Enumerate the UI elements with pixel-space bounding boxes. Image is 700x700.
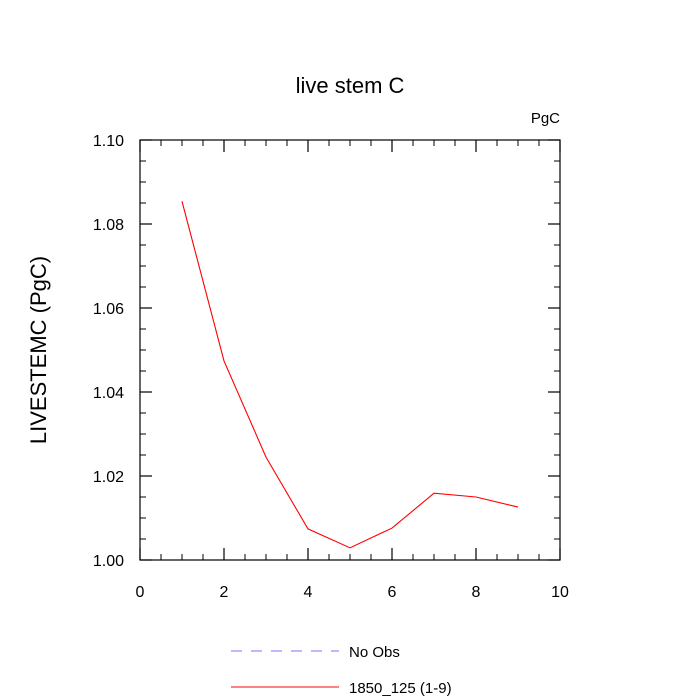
chart-title: live stem C [296, 73, 405, 98]
y-tick-label: 1.06 [93, 301, 124, 318]
tick-labels-layer: 0 2 4 6 8 10 1.00 1.02 1.04 1.06 1.08 1.10 [93, 133, 569, 601]
x-tick-label: 6 [388, 584, 397, 601]
series-layer [181, 201, 519, 549]
x-tick-label: 0 [136, 584, 145, 601]
legend: No Obs 1850_125 (1-9) [231, 644, 452, 697]
series-line-1 [181, 201, 519, 549]
legend-label: No Obs [349, 644, 400, 661]
y-tick-label: 1.04 [93, 385, 124, 402]
x-tick-label: 2 [220, 584, 229, 601]
y-tick-label: 1.02 [93, 469, 124, 486]
x-tick-label: 10 [551, 584, 569, 601]
y-tick-label: 1.00 [93, 553, 124, 570]
x-tick-label: 8 [472, 584, 481, 601]
ticks-layer [139, 139, 561, 561]
y-tick-label: 1.10 [93, 133, 124, 150]
x-tick-label: 4 [304, 584, 313, 601]
y-tick-label: 1.08 [93, 217, 124, 234]
legend-label: 1850_125 (1-9) [349, 680, 452, 697]
units-label: PgC [531, 110, 560, 127]
plot-frame [139, 139, 561, 561]
y-axis-label: LIVESTEMC (PgC) [26, 256, 51, 444]
